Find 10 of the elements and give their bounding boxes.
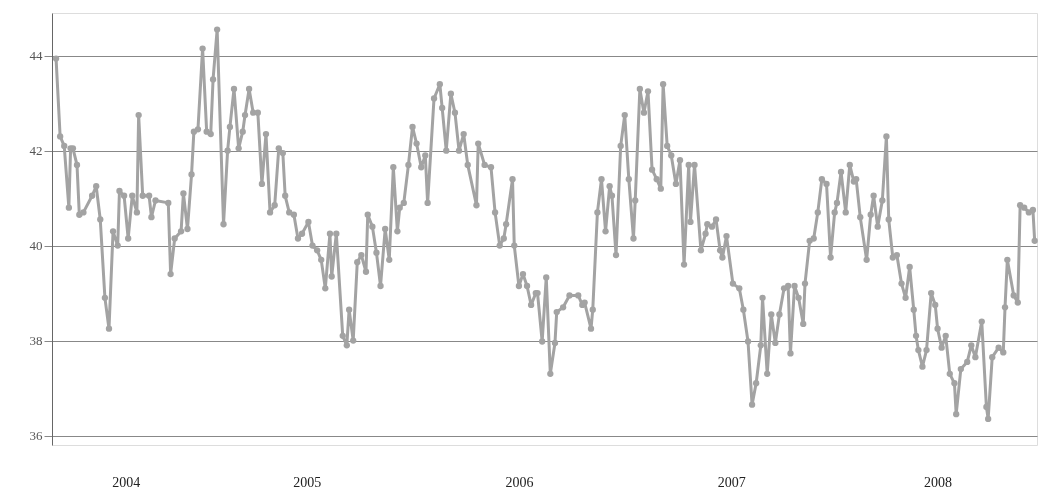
x-tick-label: 2004 [112,474,141,490]
x-tick-label: 2008 [924,474,953,490]
y-tick-label: 40 [29,238,43,254]
y-tick-label: 38 [29,333,43,349]
y-tick-label: 44 [29,48,43,64]
x-tick-label: 2005 [293,474,322,490]
x-tick-label: 2007 [717,474,746,490]
y-tick-label: 36 [29,428,43,444]
y-tick-label: 42 [29,143,43,159]
x-tick-label: 2006 [505,474,534,490]
